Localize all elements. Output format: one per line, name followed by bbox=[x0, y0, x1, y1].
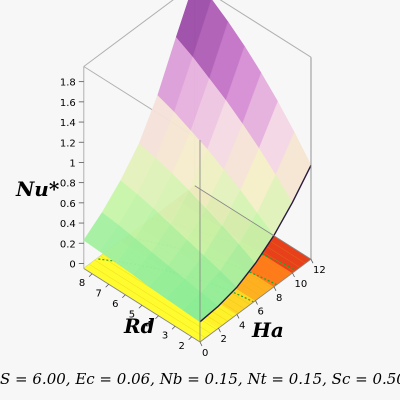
contour-line bbox=[150, 217, 297, 271]
rd-tick-mark bbox=[138, 304, 143, 309]
box-edge bbox=[219, 0, 312, 58]
rd-tick-mark bbox=[122, 294, 126, 299]
ha-tick-label: 8 bbox=[276, 293, 282, 304]
ha-tick-mark bbox=[218, 328, 221, 333]
ha-tick-mark bbox=[273, 286, 277, 291]
floor-mesh-line bbox=[94, 260, 212, 334]
ha-tick-label: 12 bbox=[313, 265, 326, 276]
rd-axis-label: Rd bbox=[123, 314, 155, 338]
nu-tick-label: 0.4 bbox=[60, 219, 76, 230]
rd-tick-mark bbox=[188, 336, 192, 341]
rd-tick-label: 7 bbox=[96, 288, 102, 299]
rd-tick-mark bbox=[88, 273, 93, 278]
rd-tick-label: 8 bbox=[79, 278, 85, 289]
ha-tick-mark bbox=[236, 314, 240, 319]
ha-axis-label: Ha bbox=[251, 318, 284, 342]
ha-tick-label: 2 bbox=[221, 334, 227, 345]
tick-labels: 024681012234567800.20.40.60.811.21.41.61… bbox=[60, 78, 326, 359]
ha-tick-label: 6 bbox=[258, 307, 264, 318]
nu-tick-label: 0.2 bbox=[60, 239, 76, 250]
ha-tick-label: 0 bbox=[202, 348, 208, 359]
rd-tick-label: 3 bbox=[162, 330, 168, 341]
nu-tick-label: 0.8 bbox=[60, 179, 76, 190]
box-edge bbox=[194, 185, 312, 260]
rd-tick-mark bbox=[171, 325, 176, 330]
nu-tick-label: 0.6 bbox=[60, 199, 76, 210]
z-axis-label: Nu* bbox=[15, 177, 60, 201]
rd-tick-label: 4 bbox=[145, 320, 151, 331]
ha-tick-label: 4 bbox=[239, 320, 245, 331]
rd-tick-mark bbox=[105, 283, 109, 288]
parameter-caption: S = 6.00, Ec = 0.06, Nb = 0.15, Nt = 0.1… bbox=[0, 370, 400, 388]
surface-plot: 024681012234567800.20.40.60.811.21.41.61… bbox=[15, 0, 326, 359]
ha-tick-label: 10 bbox=[295, 279, 308, 290]
rd-tick-label: 2 bbox=[179, 341, 185, 352]
rd-tick-mark bbox=[155, 315, 159, 320]
nu-tick-label: 0 bbox=[69, 259, 75, 270]
ha-tick-mark bbox=[292, 272, 295, 278]
rd-tick-label: 5 bbox=[129, 309, 135, 320]
box-edge bbox=[83, 0, 174, 67]
nu-tick-label: 1.2 bbox=[60, 138, 76, 149]
rd-tick-label: 6 bbox=[112, 299, 118, 310]
ha-tick-mark bbox=[199, 341, 203, 347]
nu-tick-label: 1.8 bbox=[60, 78, 76, 89]
nu-tick-label: 1 bbox=[69, 158, 75, 169]
surface-trace-line bbox=[199, 164, 312, 323]
nu-tick-label: 1.6 bbox=[60, 98, 76, 109]
ha-tick-mark bbox=[255, 300, 258, 305]
nusselt-surface bbox=[83, 0, 312, 323]
floor-mesh-line bbox=[89, 264, 206, 339]
nu-tick-label: 1.4 bbox=[60, 118, 76, 129]
ha-tick-mark bbox=[310, 259, 314, 264]
